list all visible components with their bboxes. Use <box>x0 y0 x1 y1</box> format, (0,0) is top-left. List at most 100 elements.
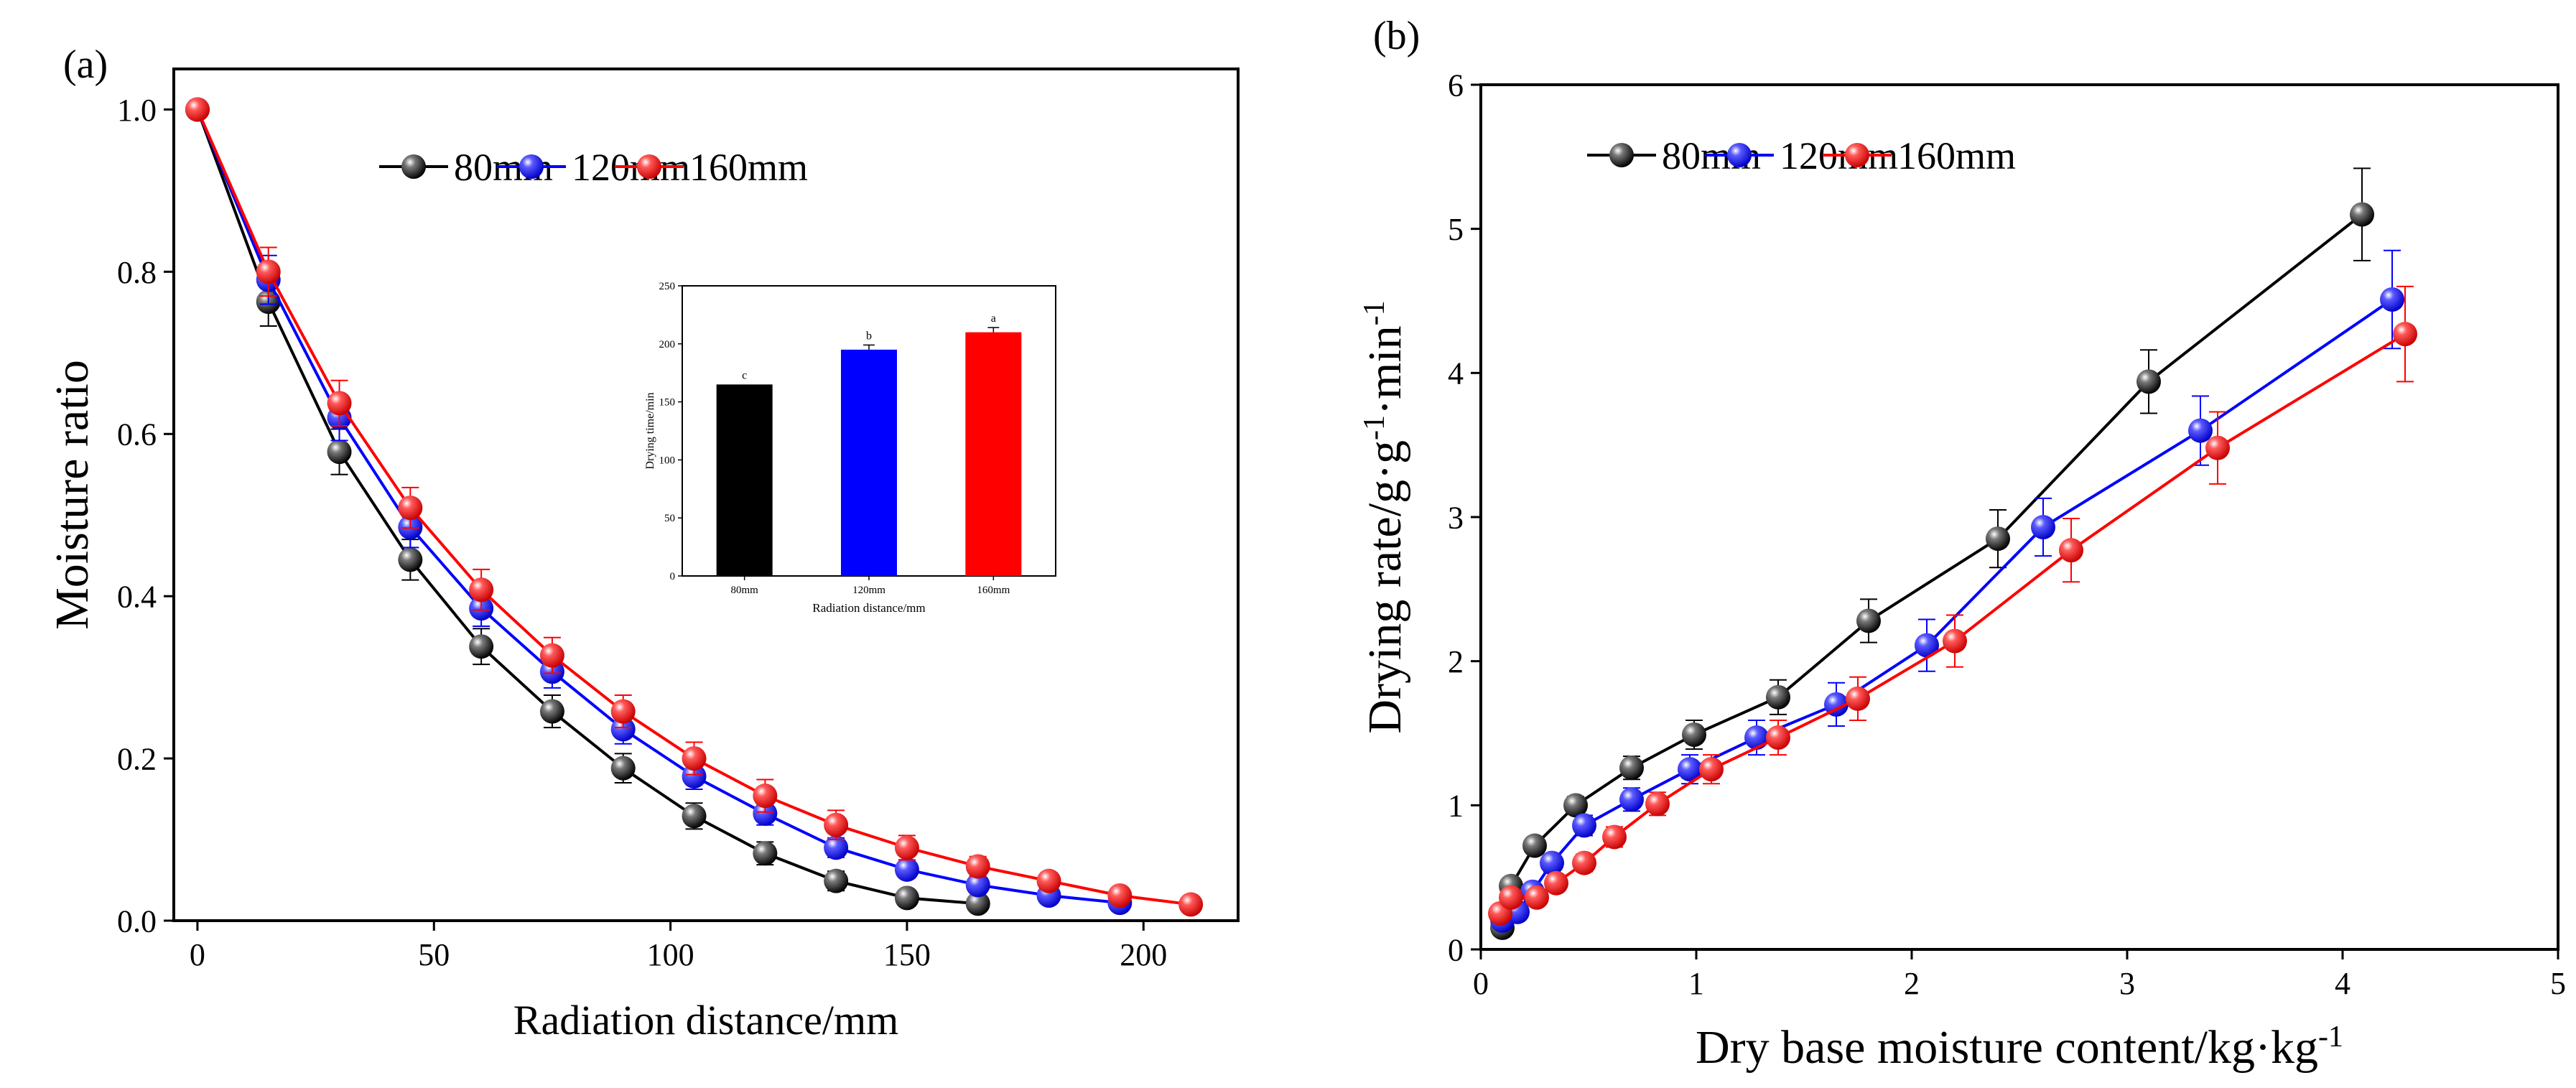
panel-a-series <box>185 97 1204 917</box>
panel-a-legend-marker-160mm <box>637 154 661 179</box>
panel-b-point-160mm <box>1645 791 1670 817</box>
inset-bar-80mm <box>716 384 773 576</box>
panel-b-point-80mm <box>1563 793 1588 818</box>
panel-b-point-160mm <box>2393 322 2417 347</box>
panel-a-point-80mm <box>327 440 352 465</box>
panel-a-point-80mm <box>682 804 707 829</box>
inset-x-tick-label: 120mm <box>852 585 885 596</box>
panel-a-y-tick-label: 0.8 <box>117 255 157 290</box>
panel-a-point-80mm <box>894 885 919 911</box>
inset-y-tick-label: 0 <box>670 571 676 582</box>
panel-b-point-160mm <box>2059 538 2083 563</box>
panel-b-point-160mm <box>1499 885 1523 910</box>
inset-x-tick-label: 160mm <box>977 585 1010 596</box>
panel-a-y-tick-label: 0.0 <box>117 903 157 939</box>
inset-bar-160mm <box>965 332 1022 576</box>
panel-b-y-axis-label: Drying rate/g·g-1·min-1 <box>1358 300 1411 733</box>
panel-a-point-160mm <box>753 784 778 809</box>
panel-b-x-tick-label: 3 <box>2119 966 2135 1001</box>
panel-a-point-80mm <box>965 891 990 916</box>
panel-b-point-120mm <box>1915 633 1939 658</box>
panel-b-point-120mm <box>1619 787 1644 812</box>
panel-a-x-tick-label: 150 <box>883 937 931 972</box>
panel-b-point-80mm <box>1619 755 1644 781</box>
panel-b-point-120mm <box>1572 813 1596 838</box>
inset-significance-letter: a <box>991 312 996 325</box>
panel-a-y-tick-label: 0.6 <box>117 417 157 452</box>
inset-x-axis-label: Radiation distance/mm <box>812 601 925 615</box>
panel-a-x-tick-label: 100 <box>647 937 694 972</box>
panel-b-point-120mm <box>2380 287 2404 312</box>
panel-a-plot-frame <box>172 68 1240 922</box>
panel-a-point-160mm <box>327 391 352 416</box>
panel-a-point-160mm <box>185 97 210 122</box>
panel-b-point-160mm <box>1699 757 1724 782</box>
panel-b-point-80mm <box>1766 684 1790 710</box>
panel-a-legend-label-160mm: 160mm <box>689 146 808 189</box>
panel-a-x-tick-label: 200 <box>1120 937 1167 972</box>
panel-b-point-80mm <box>1522 833 1547 858</box>
panel-a-point-120mm <box>824 835 849 860</box>
panel-a-point-160mm <box>1036 868 1061 893</box>
panel-a-axes: 0 50 100 150 200 0.0 0.2 0.4 0.6 0.8 1.0 <box>117 68 1240 972</box>
panel-b-point-160mm <box>1544 870 1568 896</box>
panel-b-y-axis-label-sup1: -1 <box>1358 415 1391 440</box>
panel-b-y-axis-label-main: Drying rate/g·g <box>1359 440 1411 734</box>
inset-y-tick-label: 250 <box>659 281 676 292</box>
panel-b-legend-marker-80mm <box>1609 143 1634 167</box>
panel-a-point-120mm <box>753 801 778 826</box>
panel-a-y-tick-label: 0.4 <box>117 580 157 615</box>
panel-a-y-tick-label: 1.0 <box>117 93 157 128</box>
panel-b-series <box>1488 167 2417 940</box>
panel-a-y-axis-label: Moisture ratio <box>46 360 98 630</box>
inset-y-axis-label: Drying time/min <box>644 392 656 469</box>
panel-b-point-80mm <box>1856 608 1881 633</box>
panel-b-point-160mm <box>1766 725 1790 750</box>
panel-a-point-80mm <box>824 868 849 893</box>
panel-b-y-tick-label: 0 <box>1448 932 1464 967</box>
panel-b-point-120mm <box>2188 418 2213 443</box>
panel-a-point-160mm <box>610 699 636 724</box>
panel-b-y-tick-label: 2 <box>1448 644 1464 679</box>
panel-a-point-160mm <box>824 812 849 837</box>
panel-b-point-160mm <box>1943 628 1967 654</box>
panel-b-point-160mm <box>1846 686 1870 711</box>
panel-b-x-tick-label: 5 <box>2550 966 2566 1001</box>
inset-significance-letter: b <box>866 330 872 342</box>
panel-a-point-160mm <box>965 854 990 879</box>
panel-b-axes: 0 1 2 3 4 5 0 1 2 3 4 5 6 <box>1448 68 2566 1001</box>
panel-b-legend-label-160mm: 160mm <box>1897 134 2016 177</box>
panel-b-point-80mm <box>2350 202 2374 227</box>
panel-b-point-160mm <box>2205 435 2230 460</box>
panel-b-point-160mm <box>1602 824 1627 850</box>
panel-a-point-80mm <box>469 634 494 659</box>
panel-b-legend-marker-120mm <box>1727 143 1752 167</box>
panel-a-point-160mm <box>539 643 564 668</box>
panel-b-x-tick-label: 2 <box>1904 966 1920 1001</box>
inset-y-tick-label: 100 <box>659 455 676 466</box>
inset-x-tick-label: 80mm <box>730 585 758 596</box>
panel-b-line-160mm <box>1499 333 2407 914</box>
panel-b-point-80mm <box>2136 369 2161 394</box>
panel-a-legend-marker-120mm <box>519 154 544 179</box>
inset-y-tick-label: 200 <box>659 339 676 350</box>
panel-a-point-160mm <box>469 577 494 603</box>
panel-b-y-axis-label-mid: ·min <box>1359 325 1411 415</box>
panel-b-point-80mm <box>1986 526 2010 552</box>
panel-a-point-120mm <box>894 857 919 882</box>
panel-a-point-80mm <box>610 755 636 781</box>
panel-b-line-120mm <box>1502 298 2394 922</box>
panel-b-x-axis-label: Dry base moisture content/kg·kg-1 <box>1696 1020 2343 1074</box>
panel-a-point-120mm <box>610 717 636 742</box>
panel-a-y-tick-label: 0.2 <box>117 741 157 776</box>
panel-a-x-axis-label: Radiation distance/mm <box>513 997 898 1043</box>
inset-y-tick-label: 50 <box>664 513 675 524</box>
panel-b-y-axis-label-sup2: -1 <box>1358 300 1391 325</box>
panel-b-y-tick-label: 3 <box>1448 500 1464 535</box>
inset-significance-letter: c <box>742 369 747 381</box>
panel-b-y-tick-label: 1 <box>1448 789 1464 824</box>
panel-b-label: (b) <box>1373 14 1420 58</box>
